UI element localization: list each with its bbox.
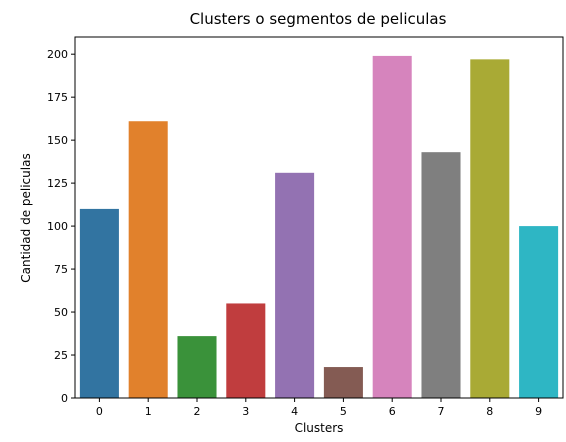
chart-title: Clusters o segmentos de peliculas bbox=[190, 10, 447, 28]
bar-cluster-8 bbox=[470, 59, 509, 398]
y-tick-label: 200 bbox=[47, 48, 68, 61]
y-tick-label: 175 bbox=[47, 91, 68, 104]
x-tick-label: 5 bbox=[340, 405, 347, 418]
x-axis: 0 1 2 3 4 5 6 7 8 9 bbox=[96, 398, 542, 418]
y-tick-label: 25 bbox=[54, 349, 68, 362]
y-tick-label: 0 bbox=[61, 392, 68, 405]
bar-cluster-9 bbox=[519, 226, 558, 398]
y-tick-label: 100 bbox=[47, 220, 68, 233]
y-tick-label: 125 bbox=[47, 177, 68, 190]
x-tick-label: 1 bbox=[145, 405, 152, 418]
y-tick-label: 150 bbox=[47, 134, 68, 147]
bar-cluster-0 bbox=[80, 209, 119, 398]
bar-cluster-2 bbox=[177, 336, 216, 398]
bar-cluster-5 bbox=[324, 367, 363, 398]
x-tick-label: 0 bbox=[96, 405, 103, 418]
x-tick-label: 8 bbox=[486, 405, 493, 418]
x-tick-label: 4 bbox=[291, 405, 298, 418]
bars-group bbox=[80, 56, 558, 398]
bar-cluster-3 bbox=[226, 303, 265, 398]
y-tick-label: 75 bbox=[54, 263, 68, 276]
bar-cluster-6 bbox=[373, 56, 412, 398]
y-axis-label: Cantidad de peliculas bbox=[19, 153, 33, 282]
x-tick-label: 2 bbox=[194, 405, 201, 418]
y-tick-label: 50 bbox=[54, 306, 68, 319]
x-tick-label: 3 bbox=[242, 405, 249, 418]
x-tick-label: 7 bbox=[438, 405, 445, 418]
y-axis: 0 25 50 75 100 125 150 175 200 bbox=[47, 48, 75, 405]
bar-cluster-1 bbox=[129, 121, 168, 398]
bar-cluster-7 bbox=[421, 152, 460, 398]
x-tick-label: 9 bbox=[535, 405, 542, 418]
x-tick-label: 6 bbox=[389, 405, 396, 418]
bar-cluster-4 bbox=[275, 173, 314, 398]
x-axis-label: Clusters bbox=[295, 421, 344, 435]
